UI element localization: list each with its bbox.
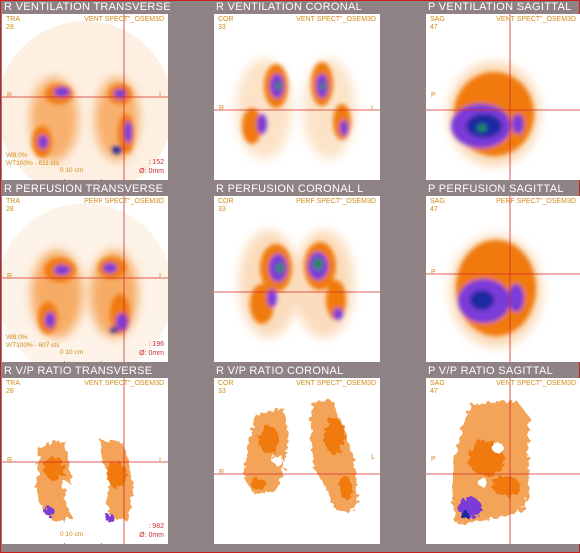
view-label: TRA <box>6 16 20 23</box>
view-label: TRA <box>6 198 20 205</box>
slice-number: 47 <box>430 388 438 395</box>
cursor-info: : 152 Ø: 0mm <box>139 159 164 175</box>
title-ratio-coronal: R V/P RATIO CORONAL <box>216 365 344 377</box>
panel-ratio-sagittal[interactable]: SAG 47 VENT SPECT"_OSEM3D P <box>426 378 580 544</box>
slice-number: 33 <box>218 388 226 395</box>
view-label: COR <box>218 16 234 23</box>
series-label: PERF SPECT"_OSEM3D <box>84 198 164 205</box>
orientation-left: P <box>431 456 436 463</box>
slice-number: 33 <box>218 206 226 213</box>
series-label: VENT SPECT"_OSEM3D <box>84 16 164 23</box>
view-label: SAG <box>430 16 445 23</box>
orientation-right: L <box>371 105 375 112</box>
series-label: PERF SPECT"_OSEM3D <box>296 198 376 205</box>
view-label: SAG <box>430 198 445 205</box>
view-label: COR <box>218 198 234 205</box>
panel-perf-transverse[interactable]: TRA 28 PERF SPECT"_OSEM3D R L WB:0% WT100… <box>2 196 168 362</box>
orientation-left: R <box>7 457 13 464</box>
title-vent-coronal: R VENTILATION CORONAL <box>216 1 363 13</box>
panel-perf-coronal[interactable]: COR 33 PERF SPECT"_OSEM3D <box>214 196 380 362</box>
title-ratio-transverse: R V/P RATIO TRANSVERSE <box>4 365 153 377</box>
vent-sagittal-image <box>426 14 580 180</box>
slice-number: 47 <box>430 24 438 31</box>
panel-vent-coronal[interactable]: COR 33 VENT SPECT"_OSEM3D R L <box>214 14 380 180</box>
orientation-left: R <box>219 105 225 112</box>
panel-ratio-transverse[interactable]: TRA 28 VENT SPECT"_OSEM3D R L : 982 Ø: 0m… <box>2 378 168 544</box>
counts-info: WB:0% WT100% - 607 cts <box>6 334 60 349</box>
perf-coronal-image <box>214 230 380 338</box>
series-label: VENT SPECT"_OSEM3D <box>296 16 376 23</box>
title-perf-sagittal: P PERFUSION SAGITTAL <box>428 183 564 195</box>
slice-number: 47 <box>430 206 438 213</box>
series-label: VENT SPECT"_OSEM3D <box>296 380 376 387</box>
title-perf-transverse: R PERFUSION TRANSVERSE <box>4 183 164 195</box>
perf-transverse-image <box>2 196 168 362</box>
scale-bar: 0 10 cm <box>60 167 102 180</box>
counts-info: WB:0% WT100% - 611 cts <box>6 152 59 167</box>
ratio-transverse-image <box>2 378 168 544</box>
orientation-right: L <box>159 457 163 464</box>
title-perf-coronal: R PERFUSION CORONAL L <box>216 183 364 195</box>
title-ratio-sagittal: P V/P RATIO SAGITTAL <box>428 365 553 377</box>
view-label: COR <box>218 380 234 387</box>
series-label: VENT SPECT"_OSEM3D <box>496 16 576 23</box>
ratio-sagittal-image <box>426 378 580 544</box>
series-label: VENT SPECT"_OSEM3D <box>496 380 576 387</box>
orientation-left: R <box>219 469 225 476</box>
view-label: SAG <box>430 380 445 387</box>
orientation-left: R <box>7 273 13 280</box>
orientation-left: R <box>7 92 13 99</box>
panel-vent-sagittal[interactable]: SAG 47 VENT SPECT"_OSEM3D P <box>426 14 580 180</box>
scale-bar: 0 10 cm <box>60 531 102 544</box>
slice-number: 28 <box>6 24 14 31</box>
orientation-right: L <box>371 454 375 461</box>
orientation-right: L <box>159 273 163 280</box>
slice-number: 28 <box>6 388 14 395</box>
orientation-left: P <box>431 269 436 276</box>
cursor-info: : 982 Ø: 0mm <box>139 523 164 539</box>
slice-number: 33 <box>218 24 226 31</box>
panel-perf-sagittal[interactable]: SAG 47 PERF SPECT"_OSEM3D P <box>426 196 580 362</box>
orientation-right: L <box>159 92 163 99</box>
title-vent-transverse: R VENTILATION TRANSVERSE <box>4 1 171 13</box>
title-vent-sagittal: P VENTILATION SAGITTAL <box>428 1 572 13</box>
cursor-info: : 196 Ø: 0mm <box>139 341 164 357</box>
series-label: VENT SPECT"_OSEM3D <box>84 380 164 387</box>
series-label: PERF SPECT"_OSEM3D <box>496 198 576 205</box>
vent-transverse-image <box>2 14 168 180</box>
perf-sagittal-image <box>426 196 580 362</box>
panel-vent-transverse[interactable]: TRA 28 VENT SPECT"_OSEM3D R L WB:0% WT100… <box>2 14 168 180</box>
view-label: TRA <box>6 380 20 387</box>
panel-ratio-coronal[interactable]: COR 33 VENT SPECT"_OSEM3D R L <box>214 378 380 544</box>
vent-coronal-image <box>214 59 380 159</box>
ratio-coronal-image <box>214 400 380 514</box>
scale-bar: 0 10 cm <box>60 349 102 362</box>
slice-number: 28 <box>6 206 14 213</box>
orientation-left: P <box>431 92 436 99</box>
